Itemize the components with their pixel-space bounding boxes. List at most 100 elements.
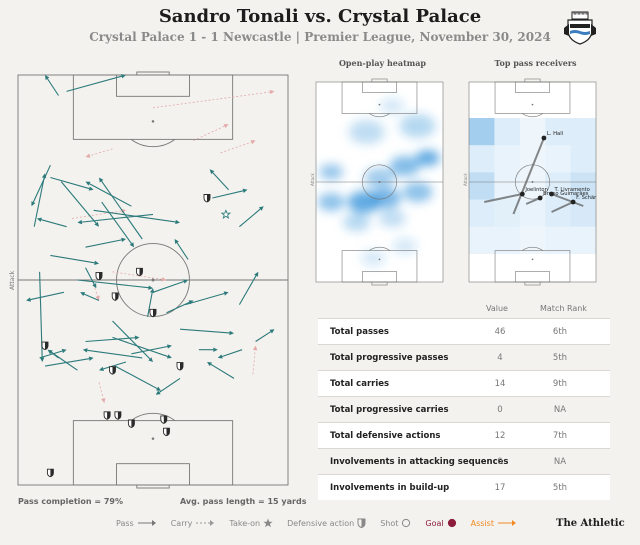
stat-rank: 5th	[552, 483, 568, 493]
heatmap-attack-label: Attack	[310, 173, 315, 186]
stat-value: 0	[497, 405, 503, 415]
legend-take-on: Take-on	[229, 518, 273, 528]
legend: Pass Carry Take-on Defensive action Shot…	[116, 518, 531, 528]
bottom-goal	[136, 484, 170, 489]
receiver-zone-4	[570, 118, 596, 146]
pass-arrow-icon	[137, 520, 156, 526]
top-six-yard-box	[116, 74, 190, 97]
defensive-action-8	[103, 411, 111, 420]
pass-arrow-9	[93, 209, 180, 225]
pass-arrow-10	[77, 213, 154, 225]
page-subtitle: Crystal Palace 1 - 1 Newcastle | Premier…	[89, 30, 551, 44]
top-penalty-spot	[531, 103, 534, 106]
defensive-actions-layer	[41, 194, 211, 478]
pass-arrow-5	[209, 169, 230, 191]
pass-arrow-27	[147, 288, 155, 318]
stats-row: Total passes 46 6th	[318, 318, 610, 344]
defensive-action-6	[176, 362, 184, 371]
stat-rank: 7th	[552, 431, 568, 441]
stats-table-header: Value Match Rank	[318, 300, 610, 318]
receiver-4: F. Schär	[551, 195, 597, 213]
heatmap-title: Open-play heatmap	[338, 58, 427, 68]
carry-arrow-3	[220, 140, 256, 154]
carry-arrow-2	[85, 148, 113, 158]
pass-arrow-0	[66, 74, 126, 92]
receiver-zone-19	[570, 199, 596, 227]
bottom-penalty-arc	[369, 246, 390, 251]
pass-arrow-4	[60, 181, 99, 227]
pass-arrow-13	[36, 217, 67, 228]
stats-row: Total carries 14 9th	[318, 370, 610, 396]
defensive-action-12	[163, 427, 170, 437]
stat-value: 17	[494, 483, 506, 493]
heat-blob-14	[364, 168, 395, 188]
stat-label: Total carries	[330, 379, 390, 389]
pass-arrow-8	[85, 181, 132, 207]
receiver-2: T. Livramento	[549, 187, 590, 207]
bottom-penalty-spot	[531, 258, 534, 261]
receiver-label-2: T. Livramento	[554, 187, 590, 193]
pass-arrow-24	[238, 271, 259, 305]
carry-arrow-5	[112, 271, 167, 282]
star-icon	[263, 518, 273, 528]
receiver-zone-3	[545, 118, 571, 146]
defensive-action-9	[114, 411, 122, 420]
receiver-zone-10	[469, 172, 495, 200]
pass-arrow-23	[80, 292, 100, 302]
legend-goal: Goal	[425, 518, 456, 528]
heat-blob-7	[399, 114, 436, 138]
take-on-star-0	[220, 209, 232, 220]
rank-column-header: Match Rank	[540, 304, 587, 313]
stat-rank: 5th	[552, 353, 568, 363]
stat-rank: NA	[553, 457, 567, 467]
receiver-zone-5	[469, 145, 495, 173]
pass-arrow-17	[174, 239, 189, 260]
shield-icon	[357, 518, 366, 528]
stat-label: Total progressive carries	[330, 405, 449, 415]
receiver-zone-15	[469, 199, 495, 227]
pass-arrow-1	[45, 75, 59, 96]
value-column-header: Value	[486, 304, 508, 313]
centre-spot	[531, 181, 534, 183]
defensive-action-3	[111, 292, 119, 301]
heat-blob-9	[380, 98, 405, 114]
top-penalty-spot	[151, 120, 155, 123]
pass-arrow-40	[44, 356, 94, 367]
heat-blob-0	[317, 193, 345, 211]
pass-arrow-26	[166, 300, 194, 314]
heat-blob-6	[415, 150, 440, 166]
pass-arrow-30	[112, 336, 172, 359]
pass-arrow-44	[155, 377, 181, 395]
heat-blob-4	[402, 182, 433, 202]
receiver-zone-1	[494, 118, 520, 146]
pass-arrow-31	[85, 335, 140, 343]
receiver-zone-14	[570, 172, 596, 200]
receiver-zone-6	[494, 145, 520, 173]
pass-arrow-42	[47, 349, 78, 371]
receiver-zone-16	[494, 199, 520, 227]
receiver-0: L. Hall	[512, 131, 563, 215]
pass-arrow-33	[198, 347, 218, 352]
stat-value: 0	[497, 457, 503, 467]
pass-arrow-3	[50, 176, 94, 191]
pass-arrow-2	[31, 164, 51, 207]
receiver-zone-8	[545, 145, 571, 173]
pass-arrow-25	[185, 291, 229, 306]
open-play-heatmap: Attack	[310, 78, 444, 286]
receiver-zone-18	[545, 199, 571, 227]
pass-arrow-6	[212, 188, 248, 199]
stat-label: Involvements in build-up	[330, 483, 450, 493]
pass-map-pitch: Attack	[9, 71, 289, 489]
stat-value: 14	[494, 379, 506, 389]
shot-circle-icon	[402, 518, 411, 528]
pass-arrow-28	[112, 320, 153, 362]
newcastle-crest-icon	[564, 11, 596, 45]
receiver-label-1: Bruno Guimarães	[543, 191, 589, 197]
defensive-action-1	[136, 267, 143, 277]
pass-arrow-39	[99, 361, 127, 371]
stat-value: 12	[494, 431, 506, 441]
defensive-action-5	[41, 341, 49, 351]
receiver-zone-0	[469, 118, 495, 146]
goal-circle-icon	[447, 518, 456, 528]
pass-arrow-21	[26, 291, 65, 302]
